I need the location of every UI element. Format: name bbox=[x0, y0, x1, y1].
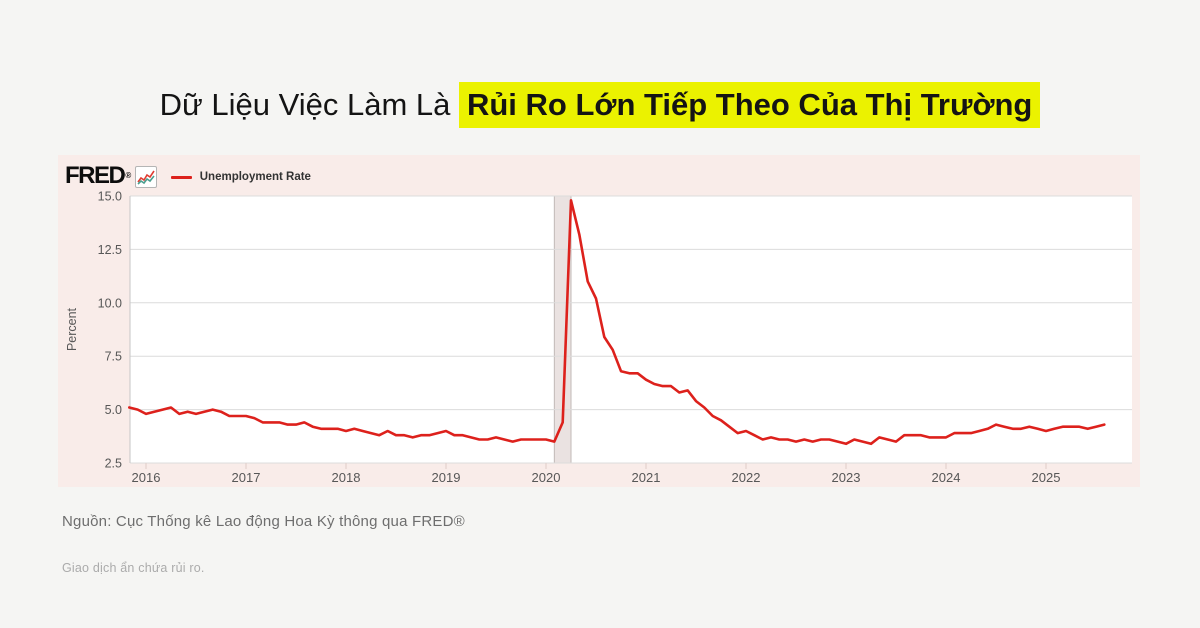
x-tick-label: 2019 bbox=[432, 470, 461, 485]
chart-legend: Unemployment Rate bbox=[170, 171, 311, 183]
page-title-highlight: Rủi Ro Lớn Tiếp Theo Của Thị Trường bbox=[458, 82, 1041, 128]
x-tick-label: 2025 bbox=[1032, 470, 1061, 485]
y-tick-label: 12.5 bbox=[98, 243, 122, 257]
risk-disclaimer: Giao dịch ẩn chứa rủi ro. bbox=[62, 561, 205, 575]
y-tick-label: 7.5 bbox=[105, 350, 122, 364]
x-tick-label: 2020 bbox=[532, 470, 561, 485]
page-title: Dữ Liệu Việc Làm Là Rủi Ro Lớn Tiếp Theo… bbox=[0, 82, 1200, 128]
y-tick-label: 5.0 bbox=[105, 403, 122, 417]
x-tick-label: 2022 bbox=[732, 470, 761, 485]
legend-label: Unemployment Rate bbox=[199, 171, 311, 183]
recession-band bbox=[554, 196, 571, 463]
fred-logo: FRED® bbox=[65, 162, 131, 189]
y-tick-label: 10.0 bbox=[98, 296, 122, 310]
unemployment-rate-chart: 2.5 5.0 7.5 10.0 12.5 15.0 Percent 2016 2017 2018… bbox=[65, 190, 1132, 485]
x-tick-label: 2024 bbox=[932, 470, 961, 485]
unemployment-rate-line bbox=[128, 198, 1106, 446]
y-axis-title: Percent bbox=[65, 307, 79, 351]
fred-chart-panel: 2.5 5.0 7.5 10.0 12.5 15.0 Percent 2016 2017 2018… bbox=[58, 155, 1140, 487]
chart-header: FRED® Unemployment Rate bbox=[65, 161, 311, 191]
x-tick-label: 2017 bbox=[232, 470, 261, 485]
x-tick-label: 2018 bbox=[332, 470, 361, 485]
y-tick-label: 15.0 bbox=[98, 190, 122, 204]
legend-line-swatch bbox=[170, 175, 192, 179]
fred-sparkline-icon bbox=[134, 166, 157, 188]
page-title-plain: Dữ Liệu Việc Làm Là bbox=[159, 87, 459, 122]
x-tick-label: 2016 bbox=[132, 470, 161, 485]
x-tick-label: 2023 bbox=[832, 470, 861, 485]
source-attribution: Nguồn: Cục Thống kê Lao động Hoa Kỳ thôn… bbox=[62, 513, 465, 530]
y-tick-label: 2.5 bbox=[105, 457, 122, 471]
x-tick-label: 2021 bbox=[632, 470, 661, 485]
plot-area bbox=[130, 196, 1132, 463]
registered-mark: ® bbox=[125, 171, 131, 180]
